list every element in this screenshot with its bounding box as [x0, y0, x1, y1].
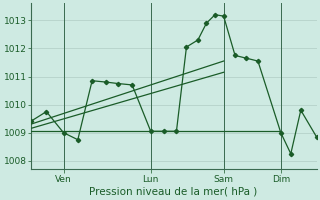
X-axis label: Pression niveau de la mer( hPa ): Pression niveau de la mer( hPa )	[90, 187, 258, 197]
